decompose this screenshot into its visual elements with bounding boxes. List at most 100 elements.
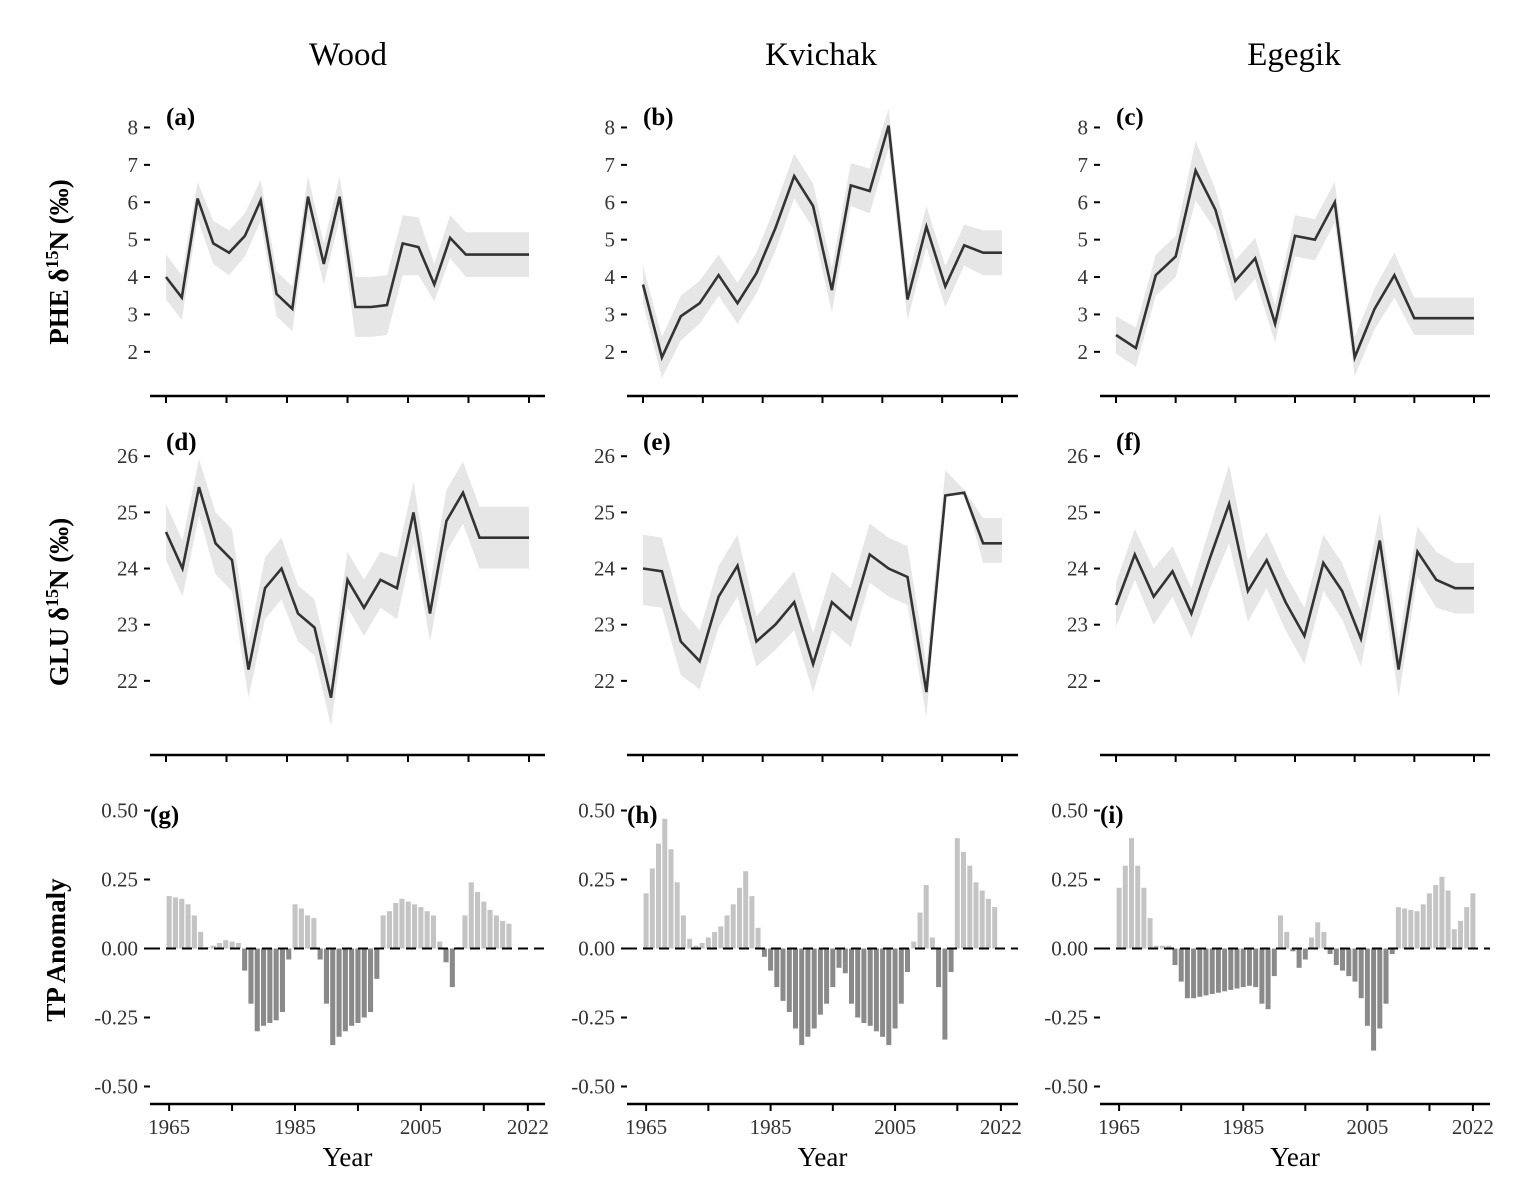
y-tick-label: 25	[594, 500, 615, 524]
bar	[1116, 887, 1122, 949]
bar	[961, 851, 966, 949]
y-tick-label: 0.00	[1051, 937, 1088, 961]
y-tick-label: 4	[1078, 265, 1089, 289]
x-tick-label: 2005	[874, 1115, 916, 1139]
row-label-tp-anomaly: TP Anomaly	[41, 878, 71, 1022]
bar	[1209, 948, 1215, 994]
y-tick-label: 23	[1067, 613, 1088, 637]
x-tick-label: 1965	[148, 1115, 190, 1139]
bar	[374, 948, 380, 979]
y-tick-label: 7	[1078, 153, 1089, 177]
x-tick-label: 2022	[507, 1115, 549, 1139]
bar	[979, 890, 985, 949]
x-axis-label: Year	[798, 1142, 848, 1172]
bar	[305, 915, 311, 949]
series-line	[641, 125, 1002, 362]
y-tick-label: 7	[128, 153, 139, 177]
y-tick-label: 6	[128, 190, 139, 214]
bar	[179, 898, 185, 949]
bar	[643, 893, 649, 949]
bar	[1420, 904, 1426, 949]
y-tick-label: 0.25	[578, 868, 615, 892]
bar	[992, 907, 998, 949]
bar	[1184, 948, 1190, 999]
bar	[443, 948, 449, 963]
confidence-ribbon	[643, 470, 1002, 718]
bar	[712, 931, 718, 949]
bar	[1246, 948, 1252, 986]
bar	[873, 948, 879, 1032]
bar	[430, 915, 436, 949]
bar	[1203, 948, 1209, 996]
series-line	[1114, 499, 1474, 670]
bar	[1172, 948, 1178, 966]
bar	[948, 948, 954, 972]
y-tick-label: 23	[594, 613, 615, 637]
x-tick-label: 2022	[980, 1115, 1022, 1139]
bar	[923, 885, 929, 949]
series-line	[642, 491, 1002, 693]
bar	[1377, 948, 1383, 1029]
bar	[780, 948, 786, 1001]
bar	[475, 891, 481, 949]
bar	[418, 907, 424, 949]
y-tick-label: -0.50	[571, 1074, 615, 1098]
y-tick-label: 8	[1078, 115, 1089, 139]
x-tick-label: 1985	[750, 1115, 792, 1139]
bar	[693, 945, 699, 949]
y-tick-label: -0.25	[571, 1005, 615, 1029]
bar	[493, 915, 499, 949]
bar	[412, 904, 418, 949]
bar	[1383, 948, 1389, 1004]
panel-label: (e)	[643, 429, 671, 456]
bar	[954, 838, 960, 949]
y-tick-label: 5	[605, 228, 616, 252]
bar	[361, 948, 367, 1018]
bar	[449, 948, 455, 988]
bar	[929, 937, 935, 949]
bar	[349, 948, 355, 1026]
bar	[718, 926, 724, 949]
bar	[942, 948, 948, 1040]
y-tick-label: 26	[117, 444, 138, 468]
bar	[967, 865, 973, 949]
bar	[292, 904, 298, 949]
bar	[216, 943, 222, 949]
y-tick-label: -0.50	[94, 1074, 138, 1098]
bar	[273, 948, 279, 1021]
bar	[311, 918, 317, 949]
y-tick-label: 4	[605, 265, 616, 289]
confidence-ribbon	[1116, 140, 1474, 377]
y-tick-label: 24	[117, 557, 139, 581]
y-tick-label: 4	[128, 265, 139, 289]
bar	[1278, 915, 1283, 949]
bar	[905, 948, 910, 972]
y-tick-label: -0.25	[94, 1005, 138, 1029]
bar	[1191, 948, 1197, 999]
bar	[705, 937, 711, 949]
bar	[1470, 893, 1476, 949]
bar	[317, 948, 323, 960]
bar	[1352, 948, 1358, 982]
bar	[1228, 948, 1234, 990]
bar	[481, 901, 487, 949]
bar	[424, 911, 430, 949]
bar	[1340, 948, 1345, 971]
bar	[662, 818, 668, 949]
bar	[774, 948, 780, 988]
bar	[1395, 907, 1401, 949]
y-tick-label: 0.50	[101, 799, 138, 823]
confidence-ribbon	[166, 459, 529, 726]
y-tick-label: 6	[605, 190, 616, 214]
bar	[1129, 838, 1134, 949]
bar	[836, 948, 842, 968]
y-tick-label: 26	[594, 444, 615, 468]
bar	[786, 948, 792, 1012]
y-tick-label: 7	[605, 153, 616, 177]
series-line	[164, 486, 529, 698]
y-tick-label: 0.25	[1051, 868, 1088, 892]
y-tick-label: -0.50	[1044, 1074, 1088, 1098]
bar	[279, 948, 285, 1012]
panel-d: (d) 22 23 24 25 26	[117, 429, 545, 762]
